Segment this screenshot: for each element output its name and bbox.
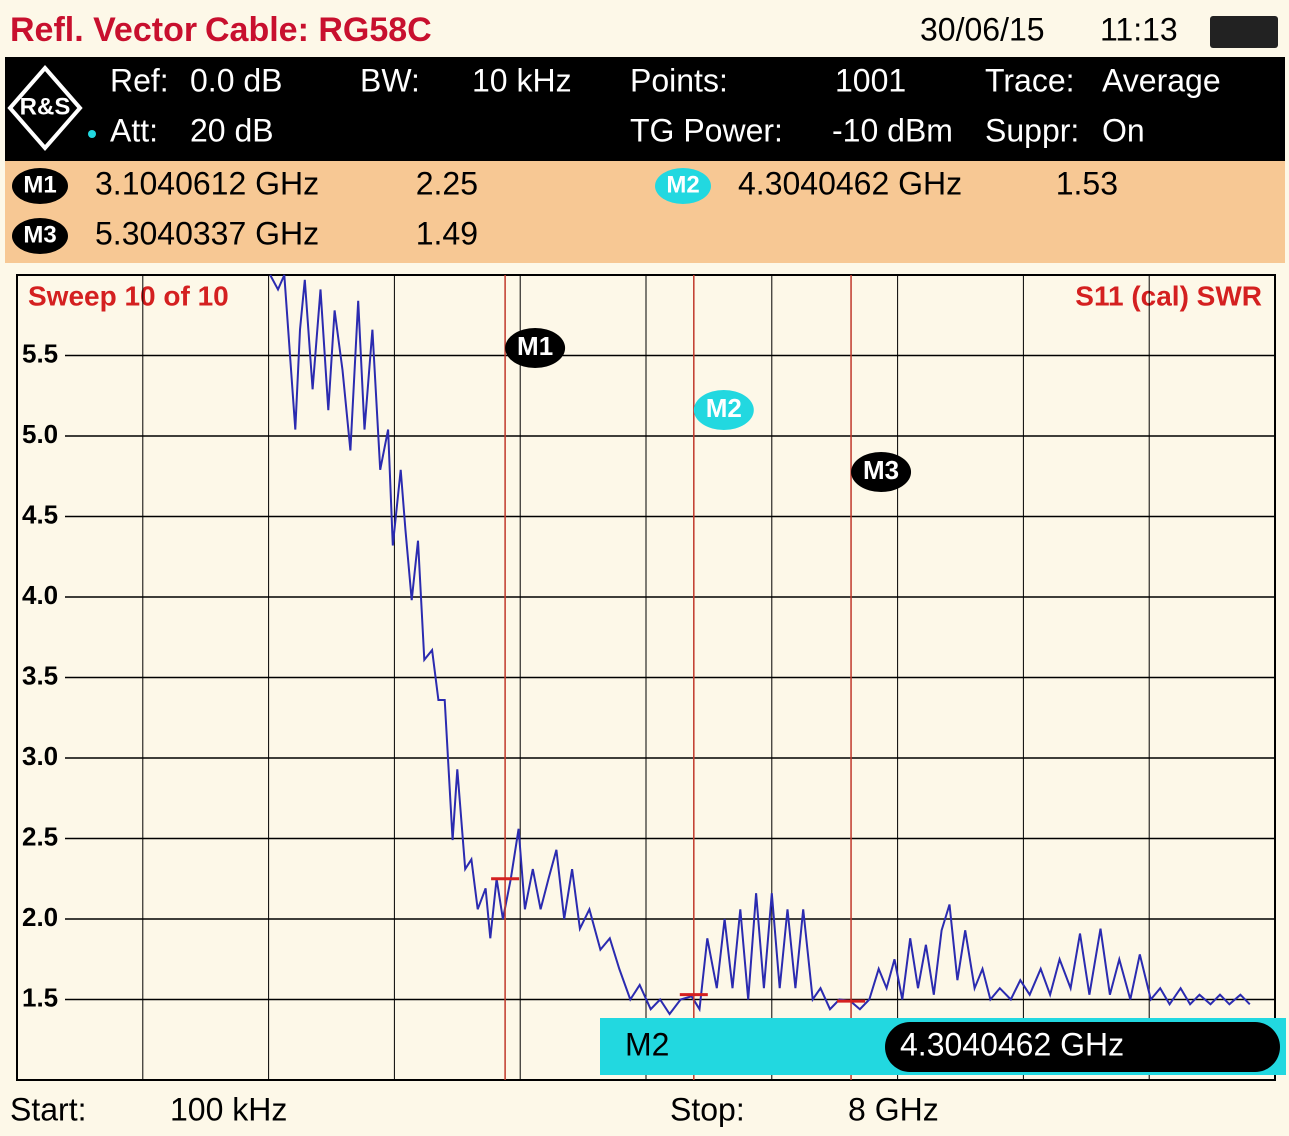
setting-label: Points:	[630, 62, 728, 98]
marker-bubble	[851, 452, 912, 492]
marker-icon	[655, 168, 711, 204]
setting-value: On	[1102, 112, 1145, 148]
setting-value: Average	[1102, 62, 1221, 98]
setting-label: Suppr:	[985, 112, 1079, 148]
marker-freq: 4.3040462 GHz	[738, 165, 962, 201]
setting-value: -10 dBm	[832, 112, 953, 148]
y-tick-label: 2.0	[22, 902, 58, 932]
marker-icon-label: M2	[666, 171, 699, 198]
marker-bubble-label: M2	[706, 393, 742, 423]
att-dot	[88, 130, 96, 138]
date: 30/06/15	[920, 11, 1045, 47]
start: 100 kHz	[170, 1091, 287, 1127]
marker-freq: 5.3040337 GHz	[95, 215, 319, 251]
setting-label: TG Power:	[630, 112, 783, 148]
marker-value: 1.49	[416, 215, 478, 251]
setting-value: 10 kHz	[472, 62, 572, 98]
y-tick-label: 2.5	[22, 821, 58, 851]
marker-bubble-label: M1	[517, 331, 553, 361]
y-tick-label: 3.0	[22, 741, 58, 771]
marker-bubble	[693, 390, 754, 430]
marker-icon-label: M3	[23, 221, 56, 248]
svg-text:R&S: R&S	[20, 93, 71, 120]
setting-label: Att:	[110, 112, 158, 148]
setting-value: 0.0 dB	[190, 62, 283, 98]
stop-label: Stop:	[670, 1091, 745, 1127]
stop: 8 GHz	[848, 1091, 939, 1127]
marker-band	[5, 161, 1285, 263]
marker-value: 1.53	[1056, 165, 1118, 201]
settings-band	[5, 57, 1285, 161]
y-tick-label: 5.5	[22, 338, 58, 368]
marker-icon	[12, 168, 68, 204]
active-marker-freq: 4.3040462 GHz	[900, 1026, 1124, 1062]
setting-value: 1001	[835, 62, 906, 98]
mode-title: Refl. Vector	[10, 11, 197, 49]
marker-bubble-label: M3	[863, 455, 899, 485]
sweep-count: Sweep 10 of 10	[28, 280, 229, 311]
marker-freq: 3.1040612 GHz	[95, 165, 319, 201]
setting-label: BW:	[360, 62, 420, 98]
cable: Cable: RG58C	[205, 11, 432, 49]
measurement: S11 (cal) SWR	[1075, 280, 1262, 311]
marker-icon-label: M1	[23, 171, 56, 198]
battery	[1210, 16, 1278, 48]
active-marker-name: M2	[625, 1026, 669, 1062]
active-marker-box: M2 4.3040462 GHz	[600, 1018, 1286, 1075]
trace	[269, 274, 1251, 1016]
y-tick-label: 4.5	[22, 499, 58, 529]
time: 11:13	[1100, 11, 1178, 47]
logo: R&S	[7, 64, 83, 152]
marker-bubble	[505, 328, 566, 368]
y-tick-label: 1.5	[22, 982, 58, 1012]
setting-label: Ref:	[110, 62, 169, 98]
setting-label: Trace:	[985, 62, 1075, 98]
marker-value: 2.25	[416, 165, 478, 201]
y-tick-label: 3.5	[22, 660, 58, 690]
setting-value: 20 dB	[190, 112, 274, 148]
y-tick-label: 4.0	[22, 580, 58, 610]
y-tick-label: 5.0	[22, 419, 58, 449]
start-label: Start:	[10, 1091, 86, 1127]
marker-icon	[12, 218, 68, 254]
